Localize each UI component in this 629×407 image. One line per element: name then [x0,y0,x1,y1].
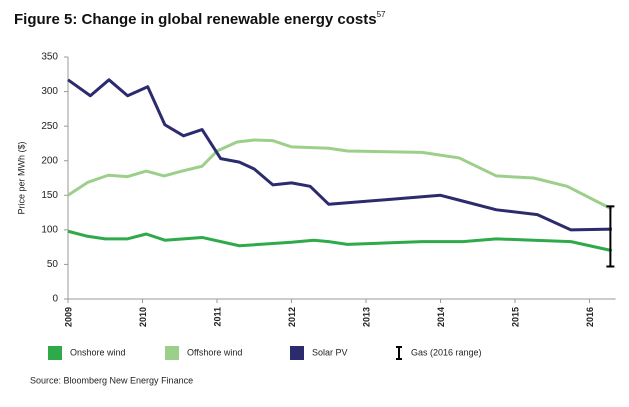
legend-swatch [48,346,62,360]
y-tick-label: 150 [41,190,58,201]
legend-swatch [165,346,179,360]
x-tick-label: 2011 [212,307,222,327]
series-line [67,229,613,253]
legend-label: Onshore wind [70,347,126,357]
y-tick-label: 200 [41,155,58,166]
chart-title: Figure 5: Change in global renewable ene… [14,10,386,28]
x-tick-label: 2016 [585,307,595,327]
y-tick-label: 100 [41,224,58,235]
series-line [67,78,612,232]
x-tick-label: 2015 [510,307,520,327]
x-tick-label: 2012 [287,307,297,327]
x-tick-label: 2010 [138,307,148,327]
legend-label: Gas (2016 range) [411,347,482,357]
y-axis-label: Price per MWh ($) [16,141,26,214]
y-tick-label: 350 [41,52,58,63]
legend-label: Solar PV [312,347,348,357]
legend-gas-icon [396,346,402,360]
x-tick-label: 2009 [63,307,73,327]
y-tick-label: 300 [41,86,58,97]
y-tick-label: 250 [41,121,58,132]
legend-label: Offshore wind [187,347,242,357]
series-line [67,138,613,211]
legend-swatch [290,346,304,360]
y-tick-label: 0 [52,294,58,305]
title-note: 57 [377,10,386,19]
title-text: Figure 5: Change in global renewable ene… [14,11,377,28]
x-tick-label: 2014 [436,307,446,327]
source: Source: Bloomberg New Energy Finance [30,375,193,385]
x-tick-label: 2013 [361,307,371,327]
y-tick-label: 50 [47,259,59,270]
